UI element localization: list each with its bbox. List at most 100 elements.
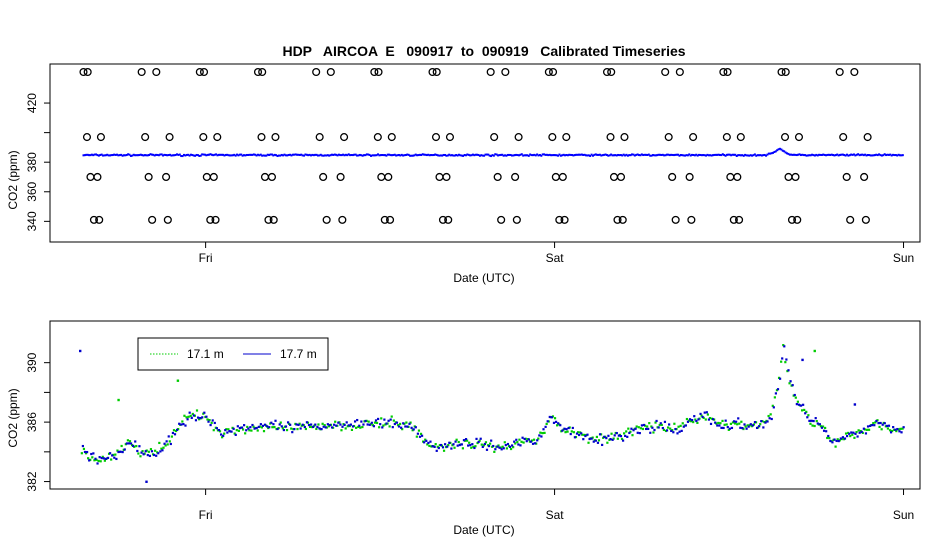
- point-17-7-m: [852, 431, 855, 434]
- ambient-point: [457, 153, 460, 156]
- ambient-point: [395, 154, 398, 157]
- point-17-1-m: [865, 428, 869, 431]
- calibration-point: [609, 172, 619, 182]
- point-17-7-m: [217, 428, 221, 432]
- point-17-1-m: [248, 429, 251, 432]
- top-y-tick-label: 360: [25, 181, 39, 201]
- ambient-point: [674, 153, 677, 156]
- point-17-7-m: [408, 422, 411, 425]
- ambient-point: [643, 153, 646, 156]
- ambient-point: [763, 153, 766, 156]
- point-17-7-m: [835, 439, 838, 443]
- point-17-1-m: [620, 437, 624, 441]
- point-17-1-m: [564, 431, 567, 434]
- point-17-1-m: [543, 431, 546, 434]
- ambient-point: [770, 152, 773, 155]
- point-17-7-m: [282, 428, 285, 432]
- ambient-point: [266, 153, 269, 156]
- ambient-point: [297, 153, 300, 156]
- ambient-point: [254, 153, 257, 156]
- calibration-point: [137, 67, 146, 77]
- ambient-point: [720, 154, 723, 157]
- calibration-point: [435, 172, 444, 182]
- ambient-point: [135, 154, 138, 157]
- ambient-point: [541, 153, 544, 156]
- point-17-1-m: [784, 361, 787, 364]
- ambient-point: [460, 154, 463, 157]
- ambient-point: [358, 153, 361, 156]
- calibration-point: [86, 172, 95, 182]
- ambient-point: [354, 153, 357, 156]
- ambient-point: [170, 154, 173, 157]
- ambient-point: [453, 154, 456, 157]
- calibration-point: [613, 215, 622, 224]
- ambient-point: [753, 153, 756, 156]
- point-17-1-m: [461, 447, 465, 450]
- ambient-point: [351, 154, 354, 157]
- ambient-point: [780, 148, 783, 151]
- point-17-7-m: [316, 425, 319, 429]
- ambient-point: [632, 153, 635, 156]
- ambient-point: [534, 154, 537, 157]
- ambient-point: [868, 154, 871, 157]
- ambient-point: [314, 153, 317, 156]
- point-17-7-m: [337, 421, 340, 424]
- top-x-tick-label: Sat: [546, 251, 565, 265]
- point-17-7-m: [249, 426, 252, 429]
- point-17-1-m: [895, 429, 898, 433]
- ambient-point: [896, 154, 899, 157]
- point-17-7-m: [456, 444, 459, 447]
- point-17-7-m: [661, 426, 664, 430]
- ambient-point: [635, 153, 638, 156]
- point-17-7-m: [749, 423, 752, 426]
- point-17-1-m: [321, 422, 324, 425]
- ambient-point: [823, 153, 826, 156]
- point-17-1-m: [398, 422, 402, 426]
- ambient-point: [801, 153, 804, 156]
- outlier-point: [117, 398, 120, 402]
- ambient-point: [192, 154, 195, 157]
- ambient-point: [127, 153, 130, 156]
- ambient-point: [843, 154, 846, 157]
- ambient-point: [283, 153, 286, 156]
- ambient-point: [865, 154, 868, 157]
- point-17-7-m: [841, 436, 845, 439]
- point-17-7-m: [299, 427, 302, 430]
- ambient-point: [374, 154, 377, 157]
- point-17-1-m: [256, 429, 259, 432]
- point-17-7-m: [284, 425, 288, 428]
- legend-label-17-1-m: 17.1 m: [187, 347, 224, 361]
- point-17-7-m: [347, 424, 350, 427]
- ambient-point: [370, 154, 373, 157]
- ambient-point: [229, 154, 232, 157]
- ambient-point: [199, 154, 202, 157]
- point-17-7-m: [92, 452, 95, 455]
- ambient-point: [474, 153, 477, 156]
- calibration-point: [726, 172, 735, 182]
- point-17-7-m: [902, 426, 905, 429]
- point-17-7-m: [322, 425, 325, 428]
- ambient-point: [262, 154, 265, 157]
- point-17-7-m: [274, 419, 277, 422]
- point-17-1-m: [597, 439, 601, 442]
- ambient-point: [439, 154, 442, 157]
- point-17-7-m: [410, 426, 413, 429]
- ambient-point: [420, 154, 423, 157]
- ambient-point: [378, 154, 381, 157]
- point-17-7-m: [519, 444, 522, 447]
- point-17-7-m: [829, 439, 832, 443]
- point-17-7-m: [615, 431, 618, 435]
- ambient-point: [663, 154, 666, 157]
- point-17-7-m: [506, 442, 510, 446]
- ambient-point: [618, 154, 621, 157]
- point-17-7-m: [538, 434, 541, 437]
- ambient-point: [432, 154, 435, 157]
- point-17-7-m: [263, 423, 267, 426]
- ambient-point: [707, 154, 710, 157]
- ambient-point: [515, 153, 518, 156]
- point-17-1-m: [780, 360, 783, 363]
- point-17-7-m: [276, 427, 279, 431]
- ambient-point: [561, 154, 564, 157]
- point-17-1-m: [767, 414, 770, 418]
- point-17-1-m: [357, 425, 360, 429]
